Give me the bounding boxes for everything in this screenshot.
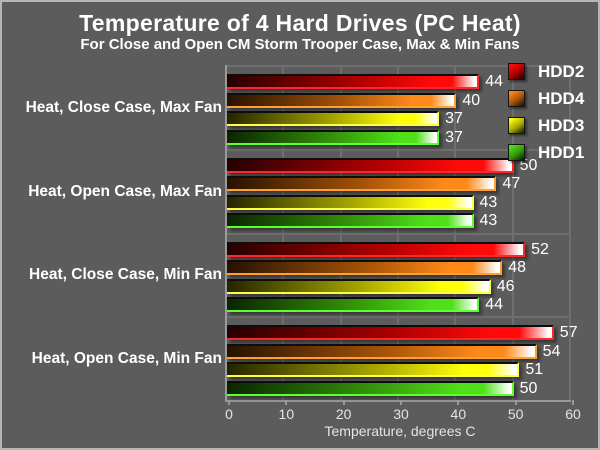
bar-value-label: 54 [542, 342, 561, 360]
bar-value-label: 37 [445, 128, 463, 146]
bar-hdd4 [227, 343, 537, 359]
bar-hdd1 [227, 380, 514, 396]
bar-value-label: 51 [525, 361, 544, 379]
legend-swatch-hdd3 [508, 117, 525, 134]
bar-hdd4 [227, 176, 497, 192]
chart-subtitle: For Close and Open CM Storm Trooper Case… [80, 36, 520, 53]
x-tick-mark [400, 400, 402, 405]
bar-hdd3 [227, 362, 520, 378]
bar-hdd2 [227, 325, 554, 341]
legend-row: HDD2 [508, 58, 584, 85]
bar-value-label: 37 [445, 110, 463, 127]
horizontal-gridline [227, 232, 571, 235]
bar-hdd4 [227, 260, 503, 275]
bar-value-label: 43 [479, 193, 498, 211]
x-tick-label: 40 [450, 406, 467, 422]
horizontal-gridline [227, 316, 571, 319]
legend-row: HDD4 [508, 85, 584, 112]
category-label: Heat, Close Case, Min Fan [29, 266, 222, 284]
x-axis-label: Temperature, degrees C [324, 423, 476, 439]
x-tick-label: 50 [507, 406, 524, 422]
x-tick-mark [457, 400, 460, 405]
bar-value-label: 43 [479, 212, 498, 230]
bar-value-label: 48 [508, 259, 526, 276]
bar-hdd1 [227, 129, 440, 145]
x-tick-label: 0 [225, 406, 233, 422]
bar-value-label: 47 [502, 175, 521, 193]
legend-swatch-hdd4 [508, 90, 525, 107]
chart-title: Temperature of 4 Hard Drives (PC Heat) [79, 10, 521, 36]
bar-hdd3 [227, 111, 440, 126]
category-label: Heat, Close Case, Max Fan [25, 98, 222, 116]
bar-value-label: 52 [531, 240, 549, 258]
horizontal-gridline [227, 65, 571, 67]
bar-hdd1 [227, 213, 474, 229]
x-tick-mark [514, 400, 517, 405]
x-tick-mark [572, 400, 574, 405]
category-label: Heat, Open Case, Max Fan [28, 182, 222, 200]
bar-hdd2 [227, 74, 480, 89]
bar-hdd3 [227, 278, 491, 294]
bar-value-label: 50 [519, 379, 538, 397]
plot-area: 44 40 37 37 50 47 43 43 52 48 46 44 57 54 51 50 [225, 65, 578, 402]
legend-swatch-hdd1 [508, 144, 525, 161]
bar-value-label: 40 [462, 91, 481, 109]
bar-hdd4 [227, 92, 457, 108]
x-tick-mark [228, 400, 230, 405]
bar-value-label: 50 [519, 156, 538, 174]
x-tick-label: 20 [335, 406, 352, 422]
x-tick-label: 30 [393, 406, 409, 422]
legend-row: HDD3 [508, 112, 584, 139]
legend-row: HDD1 [508, 139, 584, 166]
bar-hdd1 [227, 297, 480, 312]
x-tick-mark [342, 400, 345, 405]
bar-value-label: 44 [485, 73, 504, 90]
x-tick-label: 60 [565, 406, 581, 422]
bar-hdd2 [227, 157, 514, 173]
bar-hdd2 [227, 241, 526, 257]
legend: HDD2 HDD4 HDD3 HDD1 [508, 58, 584, 166]
category-label: Heat, Open Case, Min Fan [31, 350, 222, 368]
legend-label: HDD3 [538, 115, 585, 135]
bar-value-label: 44 [485, 296, 504, 313]
legend-label: HDD4 [538, 88, 585, 108]
legend-label: HDD1 [538, 142, 585, 162]
bar-value-label: 46 [496, 277, 515, 295]
bar-value-label: 57 [559, 324, 578, 342]
legend-swatch-hdd2 [508, 63, 525, 80]
x-tick-mark [285, 400, 288, 405]
x-tick-label: 10 [278, 406, 295, 422]
legend-label: HDD2 [538, 61, 585, 81]
horizontal-gridline [227, 148, 571, 151]
bar-hdd3 [227, 194, 474, 210]
